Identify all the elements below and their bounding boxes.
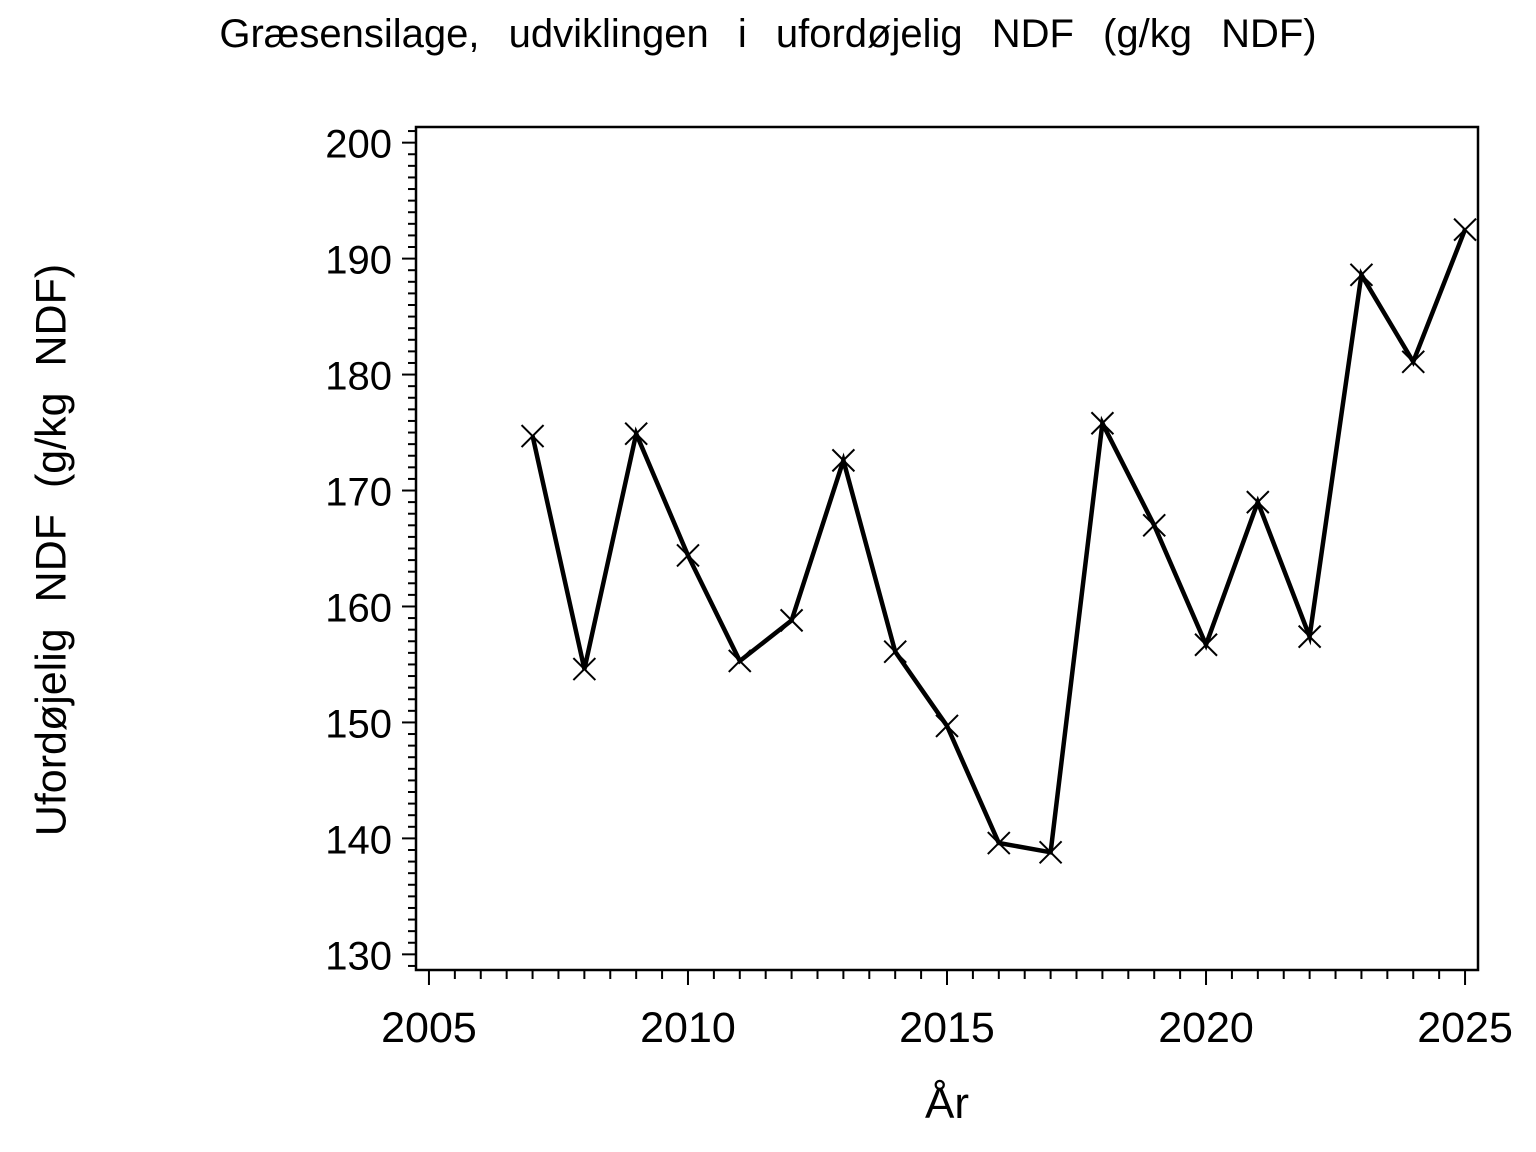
data-point-marker [520, 424, 545, 448]
y-tick-label: 190 [325, 239, 392, 283]
marker-stroke [831, 448, 856, 473]
x-tick-label: 2005 [381, 1004, 477, 1052]
y-tick-label: 170 [325, 471, 392, 515]
data-point-marker [728, 649, 752, 673]
data-point-marker [1246, 490, 1270, 514]
marker-stroke [779, 608, 804, 633]
data-point-marker [1401, 350, 1425, 374]
marker-stroke [1297, 624, 1322, 649]
data-point-marker [624, 421, 648, 446]
y-tick-label: 200 [325, 123, 392, 167]
y-tick-label: 150 [325, 702, 392, 746]
data-line [530, 228, 1468, 855]
y-tick-label: 140 [325, 818, 392, 862]
marker-stroke [1401, 350, 1425, 374]
marker-stroke [520, 424, 545, 448]
data-point-marker [883, 639, 907, 664]
data-point-marker [1142, 513, 1166, 538]
data-point-marker [572, 657, 597, 681]
y-tick-label: 180 [325, 355, 392, 399]
x-axis-title: År [925, 1079, 969, 1128]
marker-stroke [1090, 411, 1115, 435]
data-point-marker [676, 543, 700, 568]
marker-stroke [1349, 263, 1374, 287]
marker-stroke [1246, 490, 1270, 514]
x-tick-label: 2025 [1417, 1004, 1513, 1052]
marker-stroke [1453, 217, 1477, 242]
marker-stroke [728, 649, 752, 673]
y-tick-label: 160 [325, 586, 392, 630]
marker-stroke [676, 543, 700, 568]
chart-title: Græsensilage, udviklingen i ufordøjelig … [219, 12, 1317, 56]
marker-stroke [883, 639, 907, 664]
marker-stroke [624, 421, 648, 446]
data-point-marker [779, 608, 804, 633]
data-point-marker [831, 448, 856, 473]
data-point-marker [1297, 624, 1322, 649]
data-point-marker [987, 831, 1011, 855]
data-point-marker [935, 714, 959, 738]
x-tick-label: 2020 [1158, 1004, 1254, 1052]
x-tick-label: 2015 [899, 1004, 995, 1052]
marker-stroke [1142, 513, 1166, 538]
y-tick-label: 130 [325, 934, 392, 978]
x-tick-label: 2010 [640, 1004, 736, 1052]
marker-stroke [987, 831, 1011, 855]
data-point-marker [1453, 217, 1477, 242]
marker-stroke [572, 657, 597, 681]
marker-stroke [935, 714, 959, 738]
data-point-marker [1038, 840, 1063, 865]
plot-frame [414, 125, 1480, 972]
data-point-marker [1090, 411, 1115, 435]
marker-stroke [1038, 840, 1063, 865]
data-point-marker [1349, 263, 1374, 287]
data-point-marker [1194, 633, 1218, 657]
marker-stroke [1194, 633, 1218, 657]
